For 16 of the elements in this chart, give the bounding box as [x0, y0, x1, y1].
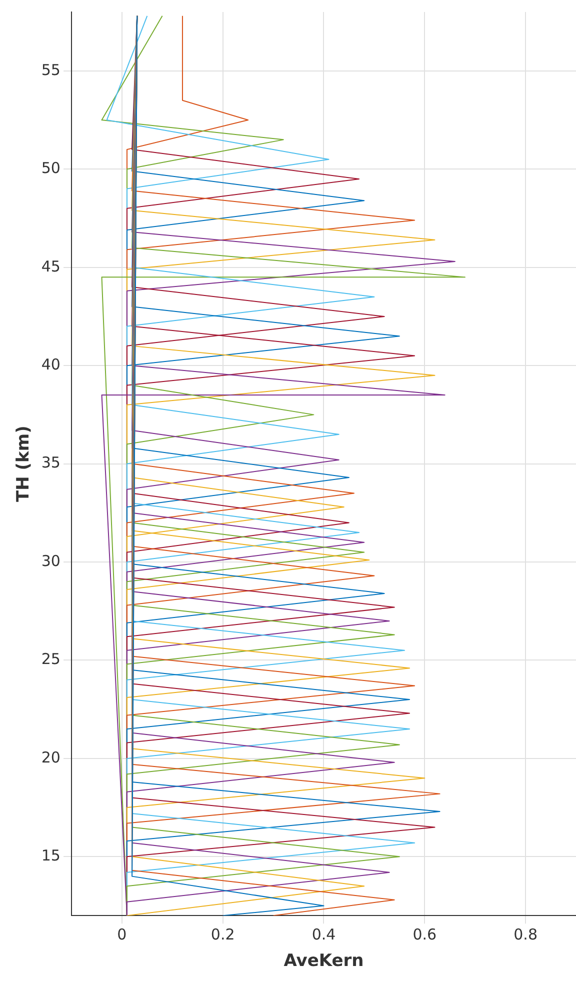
x-tick-label: 0.8 [514, 925, 538, 944]
y-tick-label: 55 [41, 60, 60, 79]
x-axis-title: AveKern [284, 951, 364, 972]
x-tick-label: 0.6 [412, 925, 437, 944]
y-tick-label: 30 [41, 552, 60, 570]
y-tick-label: 15 [41, 846, 60, 865]
x-tick-label: 0 [117, 925, 127, 944]
y-tick-label: 45 [41, 257, 60, 276]
x-tick-label: 0.4 [312, 925, 336, 944]
y-tick-label: 25 [41, 650, 60, 668]
y-tick-label: 50 [41, 159, 60, 178]
y-tick-label: 35 [41, 454, 60, 472]
y-tick-label: 20 [41, 748, 60, 766]
y-tick-label: 40 [41, 355, 60, 374]
y-axis-title: TH (km) [14, 426, 34, 502]
x-tick-label: 0.2 [210, 925, 235, 944]
